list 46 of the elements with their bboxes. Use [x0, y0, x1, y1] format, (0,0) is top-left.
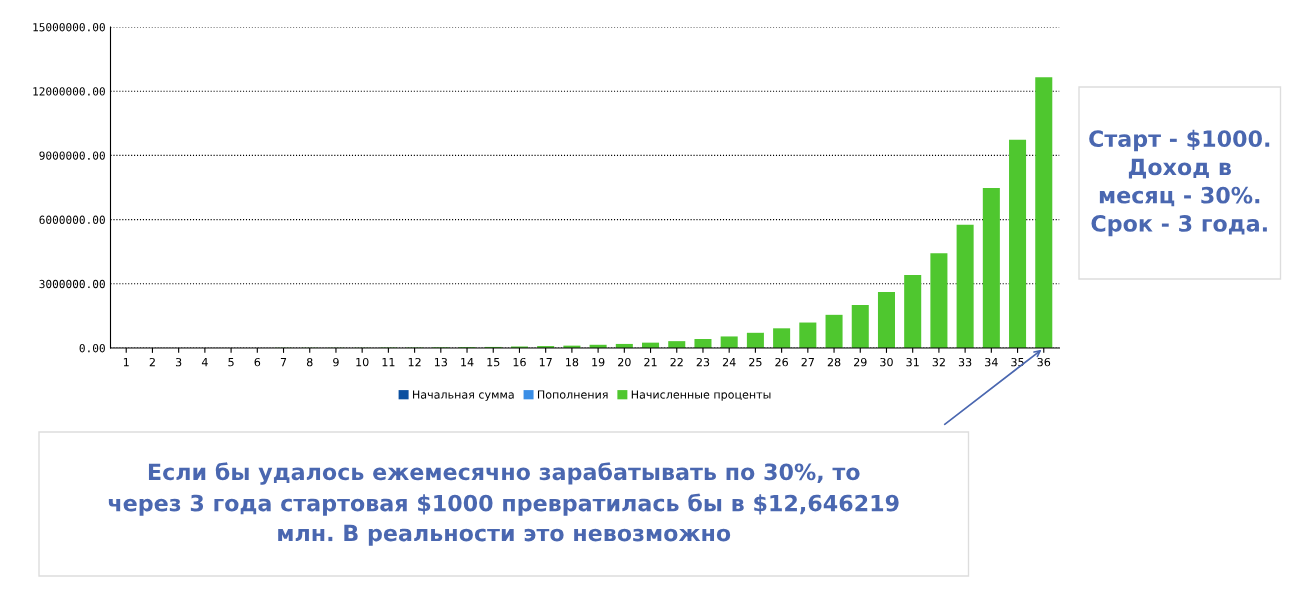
- x-tick-label: 24: [722, 357, 736, 367]
- y-tick-label: 9000000.00: [39, 151, 105, 160]
- x-tick-label: 1: [123, 358, 129, 367]
- x-tick-label: 22: [670, 357, 683, 367]
- x-tick-label: 30: [880, 357, 893, 367]
- y-tick-label: 12000000.00: [33, 87, 105, 96]
- x-tick-label: 17: [539, 358, 552, 367]
- x-tick-label: 16: [513, 357, 526, 367]
- x-tick-label: 18: [566, 357, 579, 367]
- x-tick-label: 34: [985, 357, 998, 367]
- x-tick-label: 21: [644, 357, 657, 367]
- x-tick-label: 13: [434, 357, 447, 367]
- text: Если бы удалось ежемесячно зарабатывать по 30%, то через 3 года стартовая $1000 превратилась бы в $12,646219 млн. В реальности это невозможно: [108, 462, 899, 546]
- x-tick-label: 2: [149, 357, 155, 367]
- x-tick-label: 9: [333, 357, 339, 367]
- x-tick-label: 14: [461, 358, 474, 367]
- x-tick-label: 28: [827, 357, 841, 367]
- x-tick-label: 12: [408, 357, 421, 367]
- x-tick-label: 10: [356, 357, 369, 367]
- x-tick-label: 29: [854, 357, 867, 367]
- x-tick-label: 33: [958, 357, 972, 367]
- legend-label: Начальная сумма: [413, 390, 514, 401]
- x-tick-label: 3: [175, 357, 182, 367]
- x-tick-label: 19: [592, 357, 605, 367]
- x-tick-label: 23: [696, 357, 710, 367]
- x-tick-label: 27: [801, 357, 814, 367]
- x-tick-label: 4: [201, 358, 208, 367]
- y-tick-label: 3000000.00: [39, 279, 105, 289]
- x-tick-label: 31: [906, 357, 919, 367]
- x-tick-label: 32: [932, 357, 945, 367]
- y-tick-label: 6000000.00: [39, 215, 105, 225]
- x-tick-label: 25: [749, 357, 762, 367]
- x-tick-label: 15: [487, 358, 500, 367]
- x-tick-label: 36: [1037, 357, 1051, 367]
- legend-label: Начисленные проценты: [631, 390, 771, 401]
- x-tick-label: 11: [382, 358, 395, 367]
- x-tick-label: 7: [280, 358, 287, 367]
- x-tick-label: 8: [306, 357, 313, 367]
- y-tick-label: 0.00: [79, 344, 105, 353]
- text: Старт - $1000. Доход в месяц - 30%. Срок - 3 года.: [1089, 129, 1270, 237]
- x-tick-label: 26: [775, 357, 788, 367]
- x-tick-label: 6: [254, 357, 261, 367]
- y-tick-label: 15000000.00: [33, 23, 105, 32]
- legend-label: Пополнения: [537, 390, 608, 399]
- x-tick-label: 20: [618, 357, 631, 367]
- x-tick-label: 5: [228, 358, 234, 367]
